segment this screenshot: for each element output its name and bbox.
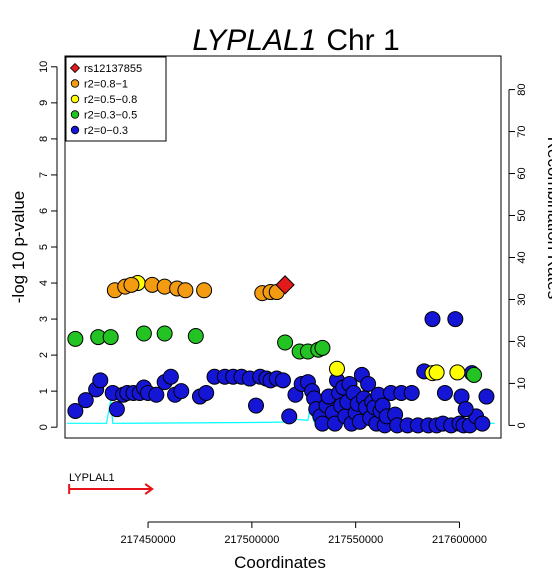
plot-frame: [64, 55, 502, 439]
x-tick-label: 217450000: [121, 534, 176, 546]
snp-point: [449, 364, 466, 381]
snp-point: [447, 311, 464, 328]
y-tick-label: 10: [38, 61, 50, 73]
y-axis-title: -log 10 p-value: [9, 191, 28, 303]
y2-tick-label: 80: [516, 83, 528, 95]
snp-point: [424, 311, 441, 328]
x-tick-label: 217500000: [224, 534, 279, 546]
snp-point: [102, 329, 119, 346]
legend-marker-lead: [69, 62, 81, 74]
x-tick-label: 217550000: [328, 534, 383, 546]
snp-point: [360, 375, 377, 392]
snp-point: [92, 372, 109, 389]
y-tick-label: 0: [38, 424, 50, 430]
snp-point: [466, 366, 483, 383]
snp-point: [135, 325, 152, 342]
legend-marker: [70, 94, 80, 104]
legend-marker: [70, 79, 80, 88]
snp-point: [196, 282, 213, 299]
legend-label: rs12137855: [84, 63, 142, 75]
y2-tick-label: 0: [516, 422, 528, 428]
x-axis: 217450000 217500000 217550000 217600000: [121, 521, 487, 546]
y-tick-label: 9: [38, 100, 50, 106]
snp-point: [108, 401, 125, 418]
snp-point: [177, 282, 194, 299]
snp-point-lead: [275, 275, 295, 295]
y-tick-label: 3: [38, 316, 50, 322]
snp-point: [281, 408, 298, 425]
y2-tick-label: 50: [516, 209, 528, 221]
gene-label: LYPLAL1: [69, 472, 115, 484]
y-tick-label: 1: [38, 388, 50, 394]
snp-point: [403, 384, 420, 401]
snp-point: [314, 339, 331, 356]
snp-point: [123, 276, 140, 293]
snp-point: [275, 372, 291, 389]
snp-point: [474, 415, 491, 432]
y-tick-label: 5: [38, 244, 50, 250]
gene-arrow-head: [144, 483, 154, 495]
snp-point: [162, 368, 179, 385]
legend-box: [65, 56, 167, 142]
y-tick-label: 7: [38, 172, 50, 178]
y-axis-right: 0 10 20 30 40 50 60 70 80: [508, 83, 528, 428]
y2-tick-label: 70: [516, 125, 528, 137]
snp-point: [328, 360, 345, 377]
y2-axis-title: Recombination Rates: [544, 137, 552, 300]
y-tick-label: 6: [38, 208, 50, 214]
snp-point: [457, 401, 474, 418]
snp-point: [156, 325, 173, 342]
snp-point: [277, 334, 294, 351]
snp-point: [173, 383, 190, 400]
snp-point: [67, 402, 84, 419]
y-tick-label: 2: [38, 352, 50, 358]
legend-label: r2=0.8−1: [84, 79, 128, 91]
y2-tick-label: 20: [516, 335, 528, 347]
snp-point: [67, 330, 84, 347]
y-axis-left: 0 1 2 3 4 5 6 7 8 9 10: [38, 61, 58, 430]
x-axis-title: Coordinates: [234, 553, 326, 572]
legend-marker: [70, 125, 80, 135]
snp-point: [248, 397, 265, 414]
snp-point: [428, 364, 445, 381]
gene-track: LYPLAL1: [68, 472, 154, 495]
y2-tick-label: 40: [516, 251, 528, 263]
snp-point: [77, 392, 94, 409]
y-tick-label: 4: [38, 280, 50, 286]
y-tick-label: 8: [38, 136, 50, 142]
chart-title: LYPLAL1 Chr 1: [192, 24, 399, 57]
y2-tick-label: 30: [516, 293, 528, 305]
legend-label: r2=0.3−0.5: [84, 110, 137, 122]
legend-label: r2=0.5−0.8: [84, 94, 137, 106]
legend-marker: [70, 110, 80, 119]
x-tick-label: 217600000: [432, 534, 487, 546]
snp-point: [478, 388, 495, 405]
snp-point: [436, 384, 453, 401]
legend: rs12137855 r2=0.8−1 r2=0.5−0.8 r2=0.3−0.5 r2…: [65, 56, 167, 142]
snp-points: [67, 275, 495, 434]
snp-point: [187, 328, 204, 345]
legend-label: r2=0−0.3: [84, 125, 128, 137]
y2-tick-label: 60: [516, 167, 528, 179]
snp-point: [198, 384, 215, 401]
snp-point: [148, 386, 165, 403]
y2-tick-label: 10: [516, 377, 528, 389]
